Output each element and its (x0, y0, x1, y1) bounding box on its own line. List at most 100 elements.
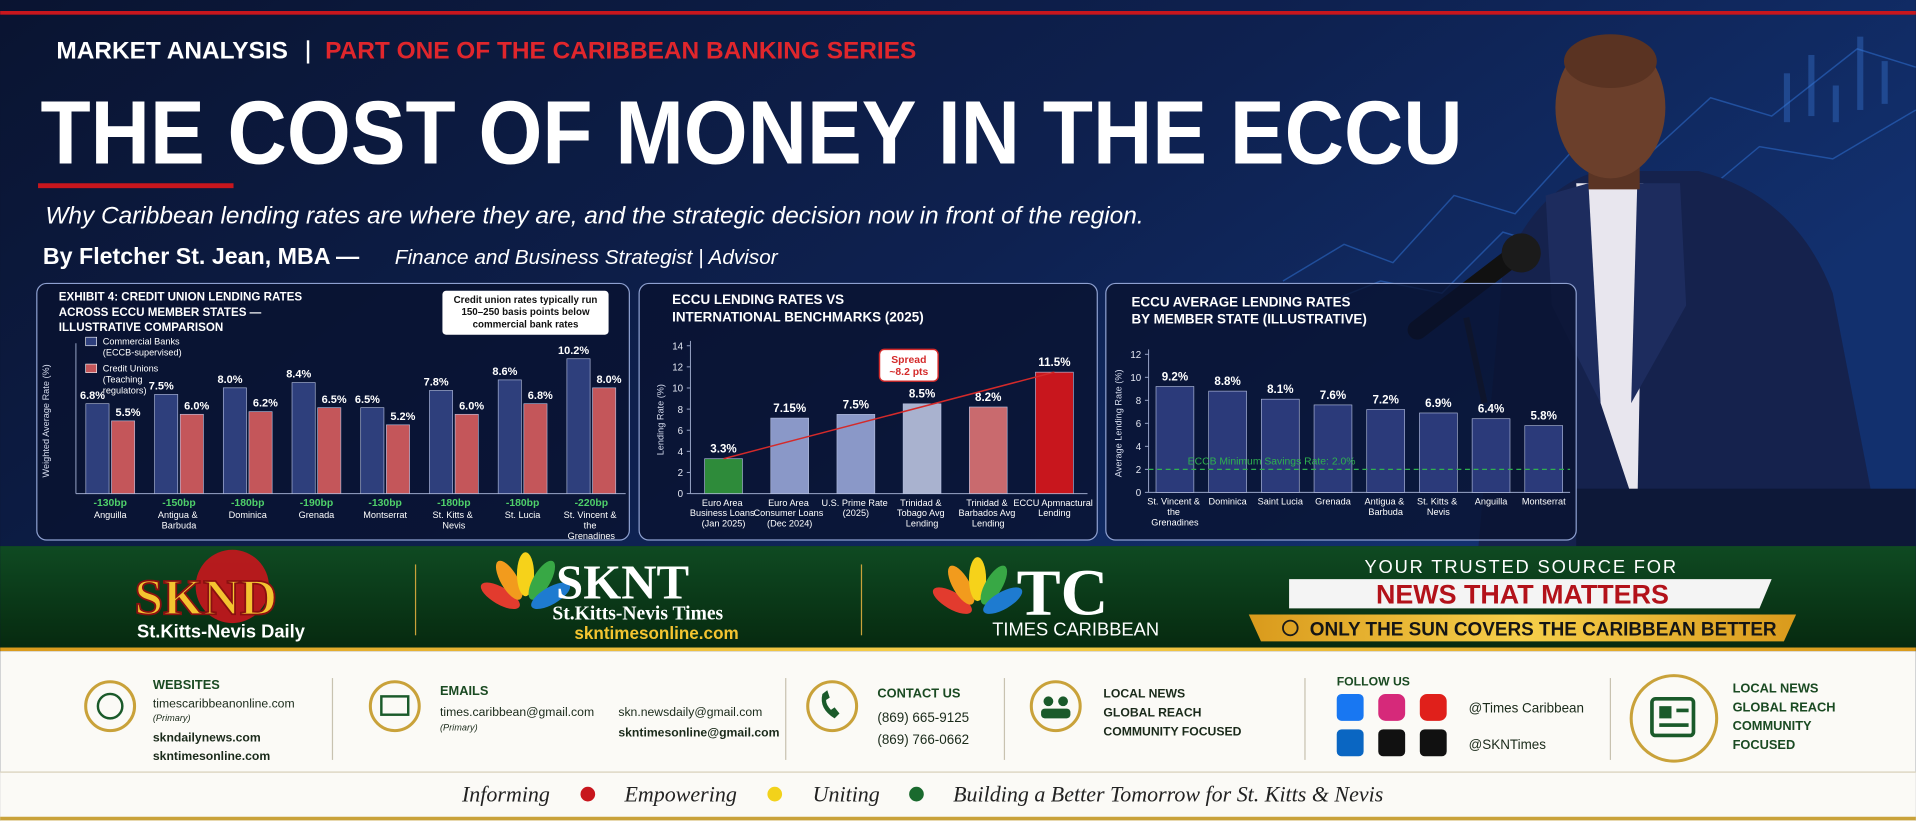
value-label: 7.5% (149, 381, 174, 393)
linkedin-icon[interactable] (1336, 729, 1364, 757)
tiktok-icon[interactable] (1378, 729, 1406, 757)
bar (1524, 425, 1563, 493)
callout-box (878, 348, 939, 382)
title-underline (38, 183, 234, 189)
tagline-word: Uniting (813, 781, 880, 806)
bar (179, 413, 204, 494)
value-label: 8.1% (1267, 383, 1293, 396)
value-label: 6.2% (253, 398, 278, 410)
facebook-icon[interactable] (1336, 693, 1364, 721)
brand-band-rule (0, 647, 1916, 652)
value-label: 5.8% (1531, 410, 1557, 423)
value-label: 7.15% (773, 402, 806, 415)
y-tick-label: 0 (1136, 488, 1142, 499)
value-label: 11.5% (1038, 356, 1070, 369)
contact-text: skn.newsdaily@gmail.com (618, 705, 762, 719)
value-label: 8.4% (286, 369, 311, 381)
y-tick-label: 4 (678, 447, 684, 458)
contact-dividers (331, 678, 1612, 760)
contact-text: skntimesonline.com (153, 749, 270, 763)
value-label: 6.8% (80, 390, 105, 402)
bar (386, 424, 410, 494)
contact-note: (Primary) (440, 723, 478, 733)
bar (360, 407, 385, 494)
chart: ECCU LENDING RATES VS INTERNATIONAL BENCH… (638, 282, 1098, 541)
x-tick-label: Montserrat (363, 510, 407, 520)
value-label: 9.2% (1162, 370, 1188, 383)
value-label: 7.6% (1320, 389, 1346, 402)
x-tick-label: Euro Area Business Loans (Jan 2025) (690, 498, 757, 529)
brand-tagline: TIMES CARIBBEAN (992, 618, 1159, 639)
kicker-divider (306, 40, 310, 64)
contact-text: times.caribbean@gmail.com (440, 705, 594, 719)
bar (291, 382, 316, 494)
spread-label: -180bp (231, 498, 264, 509)
bar (497, 379, 522, 494)
byline: By Fletcher St. Jean, MBA — (43, 243, 360, 269)
x-icon[interactable] (1419, 729, 1447, 757)
sun-icon (1282, 619, 1299, 637)
value-label: 7.2% (1372, 393, 1398, 406)
youtube-icon[interactable] (1419, 693, 1447, 721)
value-label: 8.6% (492, 366, 517, 378)
y-tick-label: 0 (678, 489, 684, 500)
brand-name: SKND (135, 570, 278, 627)
value-label: 3.3% (710, 443, 736, 456)
legend-label: Commercial Banks (ECCB-supervised) (103, 337, 182, 358)
instagram-icon[interactable] (1378, 693, 1406, 721)
contact-heading: CONTACT US (877, 686, 960, 701)
tagline-word: Informing (461, 781, 550, 806)
chart-title: ECCU AVERAGE LENDING RATES (1131, 295, 1350, 310)
callout-text: Spread (891, 355, 926, 366)
value-label: 8.2% (975, 391, 1001, 404)
legend-label: Credit Unions (Teaching regulators) (103, 363, 161, 395)
series-label: PART ONE OF THE CARIBBEAN BANKING SERIES (325, 38, 916, 65)
y-tick-label: 12 (1130, 350, 1141, 361)
brand-tagline: St.Kitts-Nevis Daily (137, 621, 306, 642)
contact-text: skntimesonline@gmail.com (618, 726, 779, 740)
brand-tagline: St.Kitts-Nevis Times (552, 603, 723, 624)
value-label: 8.0% (217, 374, 242, 386)
bar (1419, 412, 1458, 493)
spread-label: -130bp (94, 498, 127, 509)
x-tick-label: ECCU Apmnactural Lending (1013, 498, 1095, 518)
y-tick-label: 10 (672, 384, 683, 395)
callout-text: ~8.2 pts (889, 367, 928, 378)
contact-icon-glyphs (96, 690, 1696, 738)
chart: EXHIBIT 4: CREDIT UNION LENDING RATES ACR… (36, 282, 630, 541)
bar (902, 403, 942, 494)
x-tick-label: Dominica (1209, 497, 1248, 507)
tagline-dot (909, 786, 924, 802)
mission-text: GLOBAL REACH (1103, 706, 1201, 720)
value-label: 10.2% (558, 345, 589, 357)
top-rule (0, 10, 1916, 15)
bar (85, 403, 110, 494)
bar (523, 403, 548, 494)
sknt-burst (480, 552, 571, 610)
byline-role: Finance and Business Strategist | Adviso… (395, 246, 779, 269)
badge-text: COMMUNITY (1733, 718, 1812, 733)
y-tick-label: 12 (672, 363, 683, 374)
note-text: 150–250 basis points below (461, 307, 589, 318)
brand-url: skntimesonline.com (574, 624, 738, 643)
background-candles (1783, 36, 1888, 123)
reference-label: ECCB Minimum Savings Rate: 2.0% (1188, 456, 1356, 467)
value-label: 6.5% (322, 394, 347, 406)
tagline-dot (767, 786, 783, 802)
x-tick-label: U.S. Prime Rate (2025) (822, 498, 891, 518)
contacts: WEBSITES timescaribbeanonline.com (Primary… (153, 674, 1836, 763)
y-tick-label: 8 (1136, 396, 1141, 407)
value-label: 5.5% (115, 407, 140, 419)
badge-text: GLOBAL REACH (1733, 699, 1836, 714)
kicker: MARKET ANALYSIS (56, 38, 288, 65)
bar (592, 387, 617, 494)
chart-title: ILLUSTRATIVE COMPARISON (59, 321, 223, 334)
x-tick-label: Saint Lucia (1258, 497, 1304, 507)
chart-title: BY MEMBER STATE (ILLUSTRATIVE) (1131, 312, 1366, 327)
main-title: THE COST OF MONEY IN THE ECCU (40, 83, 1462, 184)
chart-title: ACROSS ECCU MEMBER STATES — (59, 306, 262, 319)
chart-title: INTERNATIONAL BENCHMARKS (2025) (672, 309, 924, 324)
y-tick-label: 14 (672, 341, 683, 352)
tagline-dot (580, 786, 596, 802)
